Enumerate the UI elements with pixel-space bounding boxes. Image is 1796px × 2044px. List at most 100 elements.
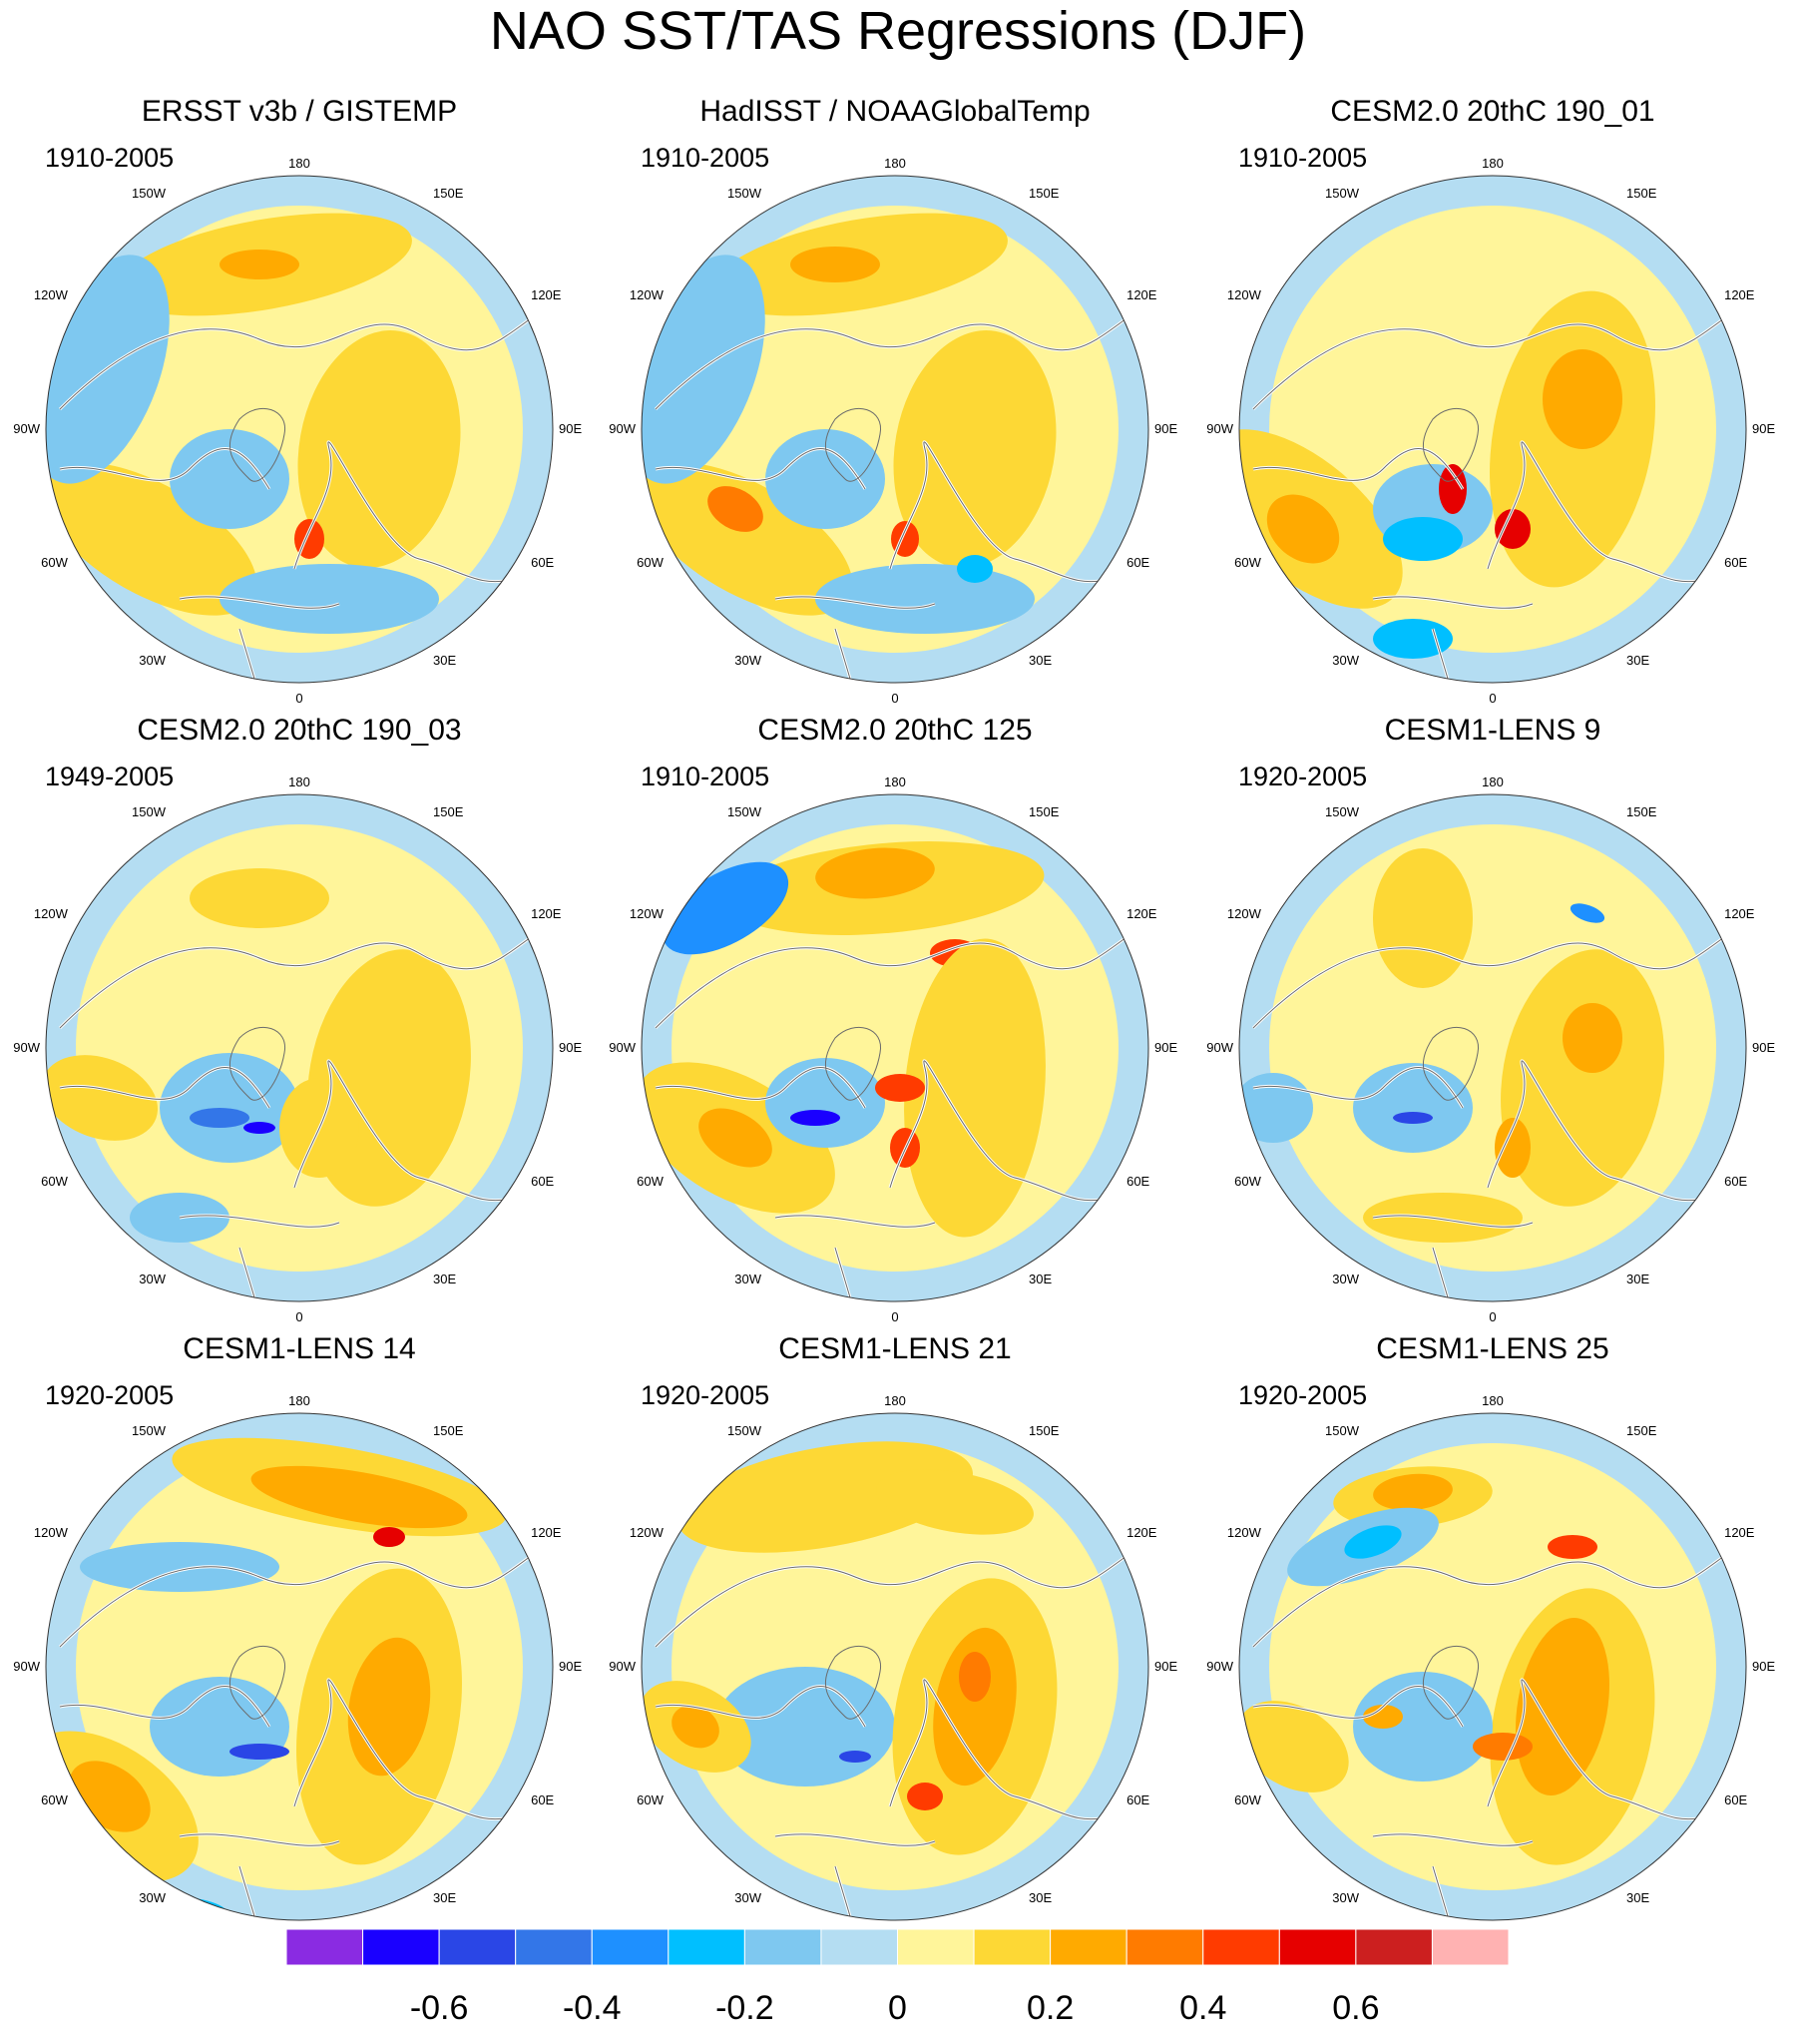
longitude-label: 150W: [1325, 1423, 1360, 1438]
map-panel: CESM2.0 20thC 190_03 1949-2005 180 150E 120E…: [0, 714, 599, 1332]
coastline: [1252, 1546, 1738, 1917]
polar-map: 180 150E 120E 90E 60E 30E 0 30W 60W 90W 120W 150W: [13, 156, 582, 706]
greenland-outline: [228, 407, 285, 482]
anomaly-contour: [229, 1744, 289, 1760]
coastline: [59, 927, 545, 1298]
longitude-label: 0: [1489, 691, 1496, 706]
anomaly-contour: [190, 868, 329, 928]
longitude-label: 120W: [630, 1525, 665, 1540]
longitude-label: 120E: [1724, 906, 1755, 921]
anomaly-contour: [677, 1441, 973, 1553]
longitude-label: 30W: [1332, 653, 1359, 668]
longitude-label: 90W: [1206, 421, 1233, 436]
longitude-label: 30E: [433, 1272, 456, 1286]
coastline: [59, 1546, 545, 1917]
polar-map: 180 150E 120E 90E 60E 30E 0 30W 60W 90W 120W 150W: [13, 774, 582, 1324]
map-border: [641, 793, 1149, 1302]
longitude-label: 0: [295, 1309, 302, 1324]
longitude-label: 90W: [609, 1659, 636, 1674]
longitude-label: 120W: [630, 287, 665, 302]
longitude-label: 120W: [1227, 287, 1262, 302]
longitude-label: 120W: [34, 1525, 69, 1540]
longitude-label: 0: [1489, 1928, 1496, 1943]
longitude-label: 120E: [1126, 906, 1157, 921]
longitude-label: 150E: [433, 186, 464, 201]
panel-period: 1949-2005: [45, 762, 175, 791]
longitude-label: 120E: [531, 1525, 562, 1540]
longitude-label: 150E: [433, 1423, 464, 1438]
longitude-label: 60W: [41, 1174, 68, 1189]
anomaly-contour: [815, 564, 1035, 634]
longitude-label: 60E: [1724, 555, 1747, 570]
longitude-label: 30E: [1029, 653, 1052, 668]
anomaly-contour: [815, 847, 935, 899]
longitude-label: 90W: [609, 421, 636, 436]
colorbar-label: 0.6: [1332, 1989, 1380, 2027]
anomaly-contour: [373, 1527, 405, 1547]
map-border: [1238, 175, 1747, 684]
panel-title: CESM1-LENS 25: [1376, 1332, 1609, 1365]
anomaly-contour: [904, 938, 1046, 1238]
greenland-outline: [824, 1645, 881, 1720]
anomaly-contour: [110, 1896, 229, 1920]
panel-title: CESM2.0 20thC 190_01: [1330, 95, 1655, 128]
longitude-label: 90E: [559, 1659, 582, 1674]
longitude-label: 30E: [1029, 1272, 1052, 1286]
longitude-label: 30E: [1626, 1890, 1649, 1905]
longitude-label: 180: [1482, 1393, 1504, 1408]
anomaly-contour: [933, 1627, 1017, 1787]
anomaly-contour: [1353, 1672, 1493, 1782]
longitude-label: 90E: [1154, 1659, 1177, 1674]
longitude-label: 30W: [139, 1272, 166, 1286]
colorbar-label: -0.6: [409, 1989, 469, 2027]
longitude-label: 60W: [41, 1792, 68, 1807]
map-panel: CESM1-LENS 14 1920-2005 180 150E 120E 90E 60E 3…: [0, 1332, 599, 1951]
longitude-label: 180: [288, 774, 310, 789]
panel-period: 1910-2005: [45, 143, 175, 173]
anomaly-contour: [297, 330, 461, 568]
longitude-label: 150W: [727, 804, 762, 819]
longitude-label: 60W: [637, 555, 664, 570]
anomaly-contour: [765, 429, 885, 529]
anomaly-contour: [1439, 464, 1467, 514]
anomaly-contour: [1373, 1473, 1453, 1511]
longitude-label: 150W: [132, 1423, 167, 1438]
longitude-label: 30E: [433, 1890, 456, 1905]
longitude-label: 90W: [1206, 1659, 1233, 1674]
longitude-label: 30W: [734, 653, 761, 668]
longitude-label: 150W: [1325, 804, 1360, 819]
anomaly-contour: [957, 555, 993, 583]
coastline: [655, 308, 1140, 680]
map-panel: ERSST v3b / GISTEMP 1910-2005 180 150E 120E 9…: [0, 95, 599, 714]
anomaly-contour: [839, 1751, 871, 1763]
longitude-label: 30W: [139, 653, 166, 668]
anomaly-contour: [220, 250, 299, 279]
longitude-label: 30W: [1332, 1890, 1359, 1905]
longitude-label: 60E: [1724, 1174, 1747, 1189]
longitude-label: 150E: [1626, 804, 1657, 819]
longitude-label: 60W: [1234, 555, 1261, 570]
greenland-outline: [824, 407, 881, 482]
map-panel: CESM1-LENS 25 1920-2005 180 150E 120E 90E 60E 3…: [1193, 1332, 1792, 1951]
anomaly-contour: [1393, 1112, 1433, 1124]
colorbar-label: -0.4: [562, 1989, 622, 2027]
panel-title: CESM1-LENS 9: [1384, 714, 1601, 747]
longitude-label: 150E: [1029, 186, 1060, 201]
map-border: [45, 1412, 554, 1921]
longitude-label: 120W: [1227, 1525, 1262, 1540]
longitude-label: 90E: [1154, 1040, 1177, 1055]
panel-period: 1910-2005: [641, 762, 770, 791]
longitude-label: 0: [295, 691, 302, 706]
longitude-label: 0: [1489, 1309, 1496, 1324]
anomaly-contour: [1543, 349, 1622, 449]
map-border: [45, 175, 554, 684]
longitude-label: 180: [1482, 156, 1504, 171]
panel-title: HadISST / NOAAGlobalTemp: [699, 95, 1091, 128]
anomaly-contour: [707, 486, 763, 532]
longitude-label: 150W: [132, 186, 167, 201]
panel-title: CESM1-LENS 21: [778, 1332, 1012, 1365]
greenland-outline: [1422, 1026, 1479, 1101]
longitude-label: 150W: [132, 804, 167, 819]
longitude-label: 60E: [531, 1792, 554, 1807]
coastline: [1252, 308, 1738, 680]
